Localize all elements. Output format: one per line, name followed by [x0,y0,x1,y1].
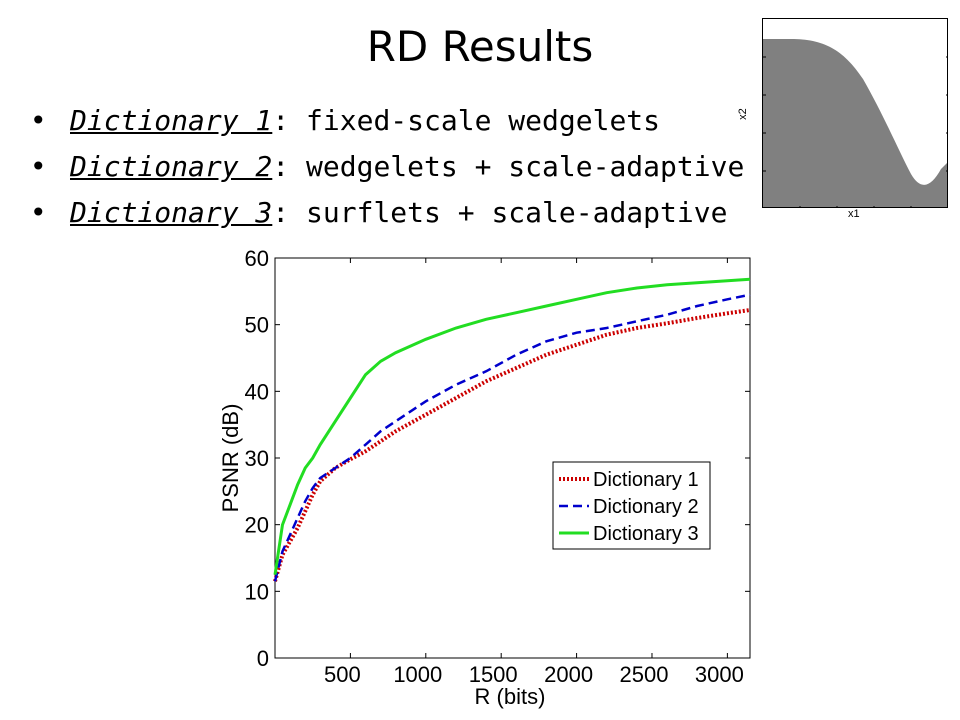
bullet-dict-name: Dictionary 1 [70,104,273,137]
bullet-description: : wedgelets + scale-adaptive [272,150,745,183]
bullet-dot: • [30,150,47,183]
legend-label: Dictionary 1 [593,469,699,491]
inset-x-axis-label: x1 [848,208,860,220]
x-tick-label: 2500 [620,662,669,687]
y-tick-label: 0 [257,646,269,671]
y-axis-label: PSNR (dB) [218,404,243,513]
x-tick-label: 2000 [544,662,593,687]
bullet-list: • Dictionary 1: fixed-scale wedgelets • Di… [30,98,744,236]
x-tick-label: 1000 [393,662,442,687]
legend-label: Dictionary 3 [593,523,699,545]
inset-wedgelet-image [762,18,948,208]
inset-ticks [763,56,947,207]
x-tick-label: 500 [324,662,361,687]
inset-shaded-region [763,39,947,207]
bullet-description: : fixed-scale wedgelets [272,104,661,137]
y-tick-label: 50 [245,313,269,338]
inset-region-svg [763,19,947,207]
bullet-dict-name: Dictionary 2 [70,150,273,183]
series-line-3 [273,277,751,575]
y-tick-label: 30 [245,446,269,471]
bullet-description: : surflets + scale-adaptive [272,196,728,229]
bullet-item: • Dictionary 1: fixed-scale wedgelets [30,98,744,144]
y-tick-label: 60 [245,246,269,271]
x-tick-label: 3000 [695,662,744,687]
series-line-1 [273,308,751,582]
legend-label: Dictionary 2 [593,496,699,518]
plot-frame [274,257,751,659]
bullet-dot: • [30,196,47,229]
slide-title: RD Results [366,22,594,71]
bullet-item: • Dictionary 3: surflets + scale-adaptive [30,190,744,236]
y-tick-label: 40 [245,379,269,404]
y-tick-label: 20 [245,513,269,538]
series-line-2 [273,293,751,582]
x-tick-label: 1500 [469,662,518,687]
bullet-dot: • [30,104,47,137]
y-tick-label: 10 [245,579,269,604]
x-axis-label: R (bits) [475,684,546,709]
bullet-dict-name: Dictionary 3 [70,196,273,229]
bullet-item: • Dictionary 2: wedgelets + scale-adaptiv… [30,144,744,190]
